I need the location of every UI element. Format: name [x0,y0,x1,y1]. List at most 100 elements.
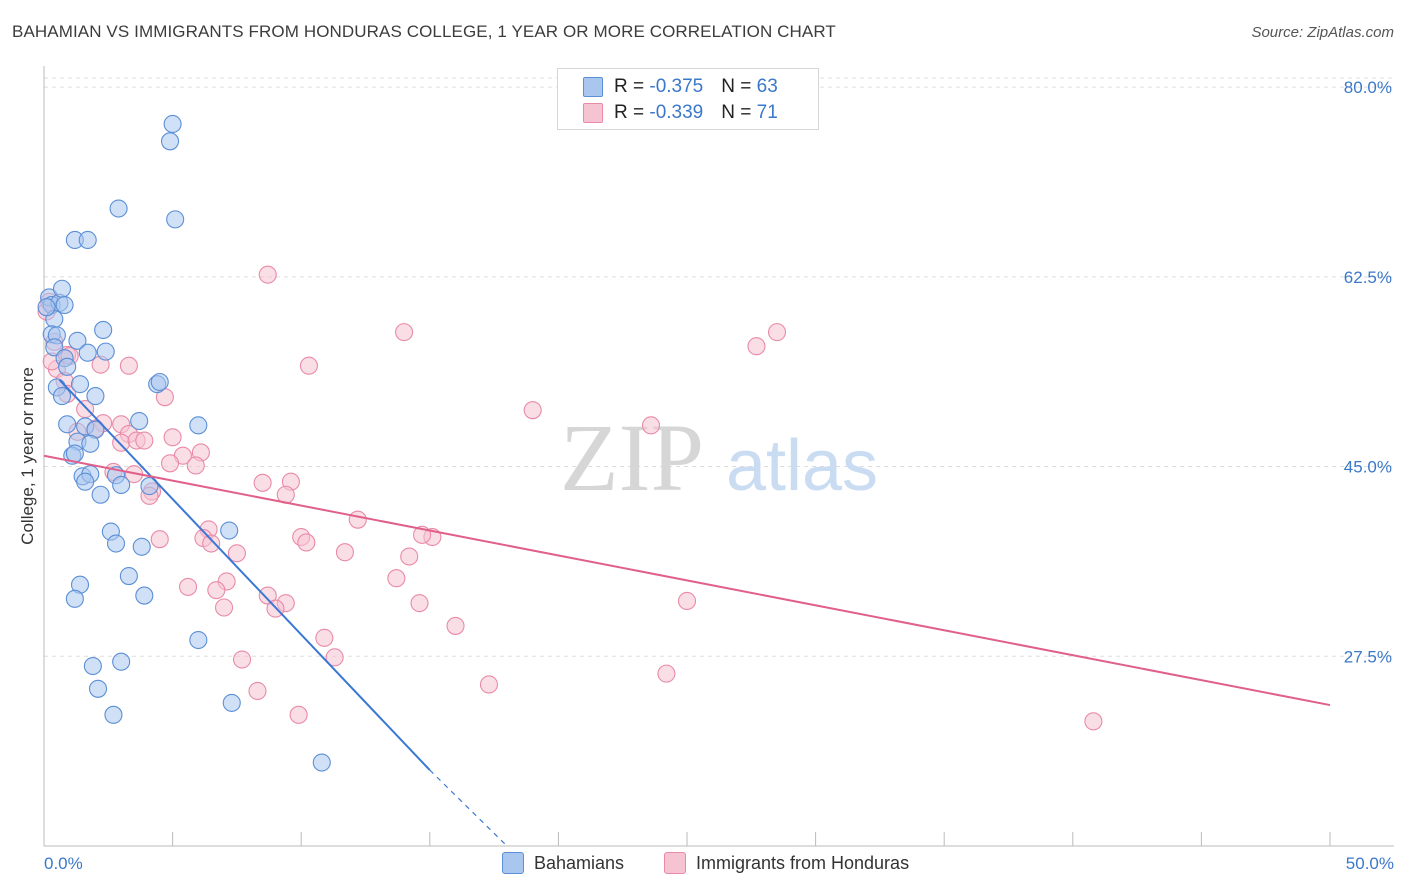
legend-swatch-pink [583,103,603,123]
watermark: ZIP atlas [560,404,878,511]
bahamian-point [163,114,182,134]
bahamian-point [86,387,105,406]
bahamian-point [222,693,241,712]
honduras-point [299,356,318,375]
honduras-point [446,616,465,635]
bahamian-point [140,477,159,496]
legend-item-bahamians: Bahamians [502,852,624,874]
legend-label-bahamians: Bahamians [534,852,625,873]
bahamian-point [58,357,77,376]
axis-layer: 27.5% 45.0% 62.5% 80.0% 0.0% 50.0% [43,66,1394,873]
bahamian-point [58,415,77,434]
bahamian-point [112,652,131,671]
honduras-point [248,681,267,701]
bahamian-point [166,210,185,229]
legend-blue-n-label: N = [721,76,757,97]
honduras-point [160,454,180,473]
bahamian-point [220,521,239,540]
bahamian-point [160,132,180,151]
bahamian-point [81,434,100,453]
bahamian-point [55,295,74,315]
legend-label-honduras: Immigrants from Honduras [696,852,910,873]
bahamian-point [83,656,102,676]
legend-pink-n-value: 71 [756,102,778,123]
y-axis-label: College, 1 year or more [18,367,37,545]
honduras-point [335,543,354,562]
legend-swatch-honduras [664,852,686,874]
honduras-point [641,416,661,435]
honduras-point [150,530,169,549]
bahamian-point [312,753,331,772]
correlation-legend: R = -0.375 N = 63 R = -0.339 N = 71 [557,68,819,130]
bahamian-point [91,485,110,504]
bahamian-point [70,375,90,394]
bahamian-point [109,199,128,218]
bahamian-point [189,630,208,650]
bahamian-point [88,679,108,698]
honduras-point [348,510,367,529]
x-tick-label: 0.0% [44,854,83,873]
bahamian-point [112,475,131,495]
bahamian-point [76,472,95,491]
honduras-point [657,664,676,683]
bahamian-point [132,537,151,556]
y-tick-label: 62.5% [1344,268,1392,287]
honduras-point [315,628,334,647]
bahamian-point [52,279,72,298]
honduras-point [395,323,414,342]
honduras-point [163,428,182,447]
honduras-point [677,591,697,611]
legend-blue-r-value: -0.375 [649,76,704,97]
legend-swatch-blue [583,77,603,97]
series-legend: Bahamians Immigrants from Honduras [0,852,1406,878]
honduras-point [214,598,234,617]
bahamian-point [78,343,97,362]
chart-title: BAHAMIAN VS IMMIGRANTS FROM HONDURAS COL… [12,22,836,41]
honduras-point [112,433,131,452]
legend-item-honduras: Immigrants from Honduras [664,852,909,874]
bahamian-point [65,444,84,463]
bahamian-point [52,387,72,406]
honduras-point [202,534,221,553]
grid-layer [44,77,1394,657]
bahamian-point [94,320,113,340]
honduras-point [178,577,198,596]
bahamian-point [104,705,123,724]
bahamian-trend-line [58,379,431,771]
honduras-point [253,473,272,492]
blue-series-points [37,114,331,772]
bahamian-point [106,534,126,553]
trend-lines [43,379,1331,847]
legend-pink-r-label: R = [614,102,650,123]
bahamian-point [119,566,138,586]
bahamian-point [65,589,84,608]
source-label: Source: ZipAtlas.com [1251,24,1394,41]
honduras-point [135,431,154,450]
honduras-point [227,544,246,563]
honduras-point [207,581,226,600]
y-tick-label: 27.5% [1344,647,1392,666]
legend-blue-n-value: 63 [756,76,778,97]
bahamian-point [96,342,115,361]
bahamian-point [130,411,149,431]
legend-swatch-bahamians [502,852,524,874]
honduras-point [747,337,766,356]
bahamian-trend-line-extension [429,769,508,847]
honduras-point [410,594,429,613]
honduras-point [119,356,138,375]
honduras-point [400,547,419,566]
honduras-point [523,401,542,420]
honduras-point [289,705,308,724]
legend-blue-r-label: R = [614,76,650,97]
bahamian-point [135,586,154,605]
bahamian-point [78,230,97,250]
honduras-point [767,323,787,342]
bahamian-point [150,372,169,392]
bahamian-point [68,331,87,350]
watermark-atlas: atlas [726,426,878,506]
honduras-point [258,265,277,284]
bahamian-point [37,298,56,317]
legend-pink-n-label: N = [721,102,757,123]
y-tick-label: 45.0% [1344,458,1392,477]
